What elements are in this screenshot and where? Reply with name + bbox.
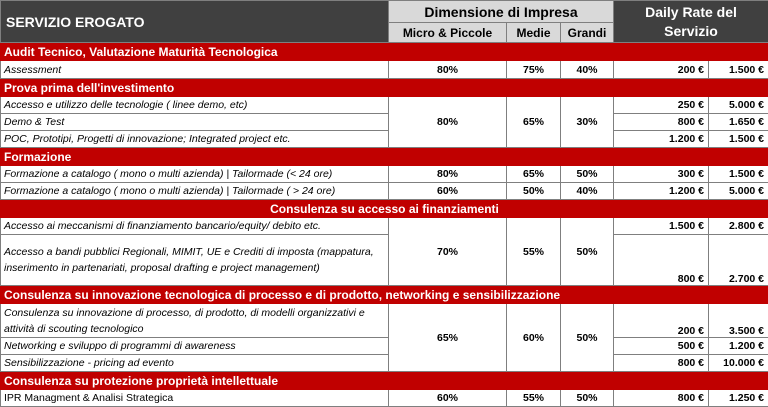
header-service-title: SERVIZIO EROGATO xyxy=(1,1,389,43)
row-poc-rate-min: 1.200 € xyxy=(614,131,709,148)
row-ipr-medie: 55% xyxy=(507,390,561,407)
row-ipr-micro: 60% xyxy=(389,390,507,407)
group-finanziamenti-medie: 55% xyxy=(507,218,561,286)
group-prova-grandi: 30% xyxy=(561,97,614,148)
section-prova: Prova prima dell'investimento xyxy=(1,79,768,97)
group-finanziamenti-grandi: 50% xyxy=(561,218,614,286)
row-accesso-tecnologie-rate-min: 250 € xyxy=(614,97,709,114)
row-sensibilizzazione-label: Sensibilizzazione - pricing ad evento xyxy=(1,355,389,372)
row-networking-rate-min: 500 € xyxy=(614,338,709,355)
row-assessment-rate-min: 200 € xyxy=(614,61,709,79)
row-ipr-rate-min: 800 € xyxy=(614,390,709,407)
group-prova-micro: 80% xyxy=(389,97,507,148)
row-poc-label: POC, Prototipi, Progetti di innovazione;… xyxy=(1,131,389,148)
row-formazione-long-grandi: 40% xyxy=(561,183,614,200)
row-consulenza-innovazione-label: Consulenza su innovazione di processo, d… xyxy=(1,304,389,338)
row-bandi-label: Accesso a bandi pubblici Regionali, MIMI… xyxy=(1,235,389,286)
section-audit: Audit Tecnico, Valutazione Maturità Tecn… xyxy=(1,43,768,61)
header-medie: Medie xyxy=(507,23,561,43)
row-poc-rate-max: 1.500 € xyxy=(709,131,768,148)
row-accesso-tecnologie-label: Accesso e utilizzo delle tecnologie ( li… xyxy=(1,97,389,114)
row-sensibilizzazione-rate-max: 10.000 € xyxy=(709,355,768,372)
row-meccanismi-rate-min: 1.500 € xyxy=(614,218,709,235)
row-assessment-rate-max: 1.500 € xyxy=(709,61,768,79)
section-ipr: Consulenza su protezione proprietà intel… xyxy=(1,372,768,390)
row-demo-test-label: Demo & Test xyxy=(1,114,389,131)
row-sensibilizzazione-rate-min: 800 € xyxy=(614,355,709,372)
row-ipr-grandi: 50% xyxy=(561,390,614,407)
section-innovazione: Consulenza su innovazione tecnologica di… xyxy=(1,286,768,304)
row-demo-test-rate-max: 1.650 € xyxy=(709,114,768,131)
row-formazione-long-label: Formazione a catalogo ( mono o multi azi… xyxy=(1,183,389,200)
section-finanziamenti: Consulenza su accesso ai finanziamenti xyxy=(1,200,768,218)
header-daily-rate: Daily Rate del Servizio xyxy=(614,1,768,43)
row-bandi-rate-min: 800 € xyxy=(614,235,709,286)
row-assessment-label: Assessment xyxy=(1,61,389,79)
row-formazione-short-label: Formazione a catalogo ( mono o multi azi… xyxy=(1,166,389,183)
row-accesso-tecnologie-rate-max: 5.000 € xyxy=(709,97,768,114)
row-assessment-micro: 80% xyxy=(389,61,507,79)
header-grandi: Grandi xyxy=(561,23,614,43)
section-formazione: Formazione xyxy=(1,148,768,166)
row-formazione-short-medie: 65% xyxy=(507,166,561,183)
row-formazione-long-rate-min: 1.200 € xyxy=(614,183,709,200)
row-consulenza-innovazione-rate-max: 3.500 € xyxy=(709,304,768,338)
row-formazione-long-micro: 60% xyxy=(389,183,507,200)
row-consulenza-innovazione-rate-min: 200 € xyxy=(614,304,709,338)
group-finanziamenti-micro: 70% xyxy=(389,218,507,286)
row-formazione-short-micro: 80% xyxy=(389,166,507,183)
header-micro: Micro & Piccole xyxy=(389,23,507,43)
row-ipr-label: IPR Managment & Analisi Strategica xyxy=(1,390,389,407)
group-innovazione-micro: 65% xyxy=(389,304,507,372)
row-meccanismi-label: Accesso ai meccanismi di finanziamento b… xyxy=(1,218,389,235)
row-formazione-long-rate-max: 5.000 € xyxy=(709,183,768,200)
row-meccanismi-rate-max: 2.800 € xyxy=(709,218,768,235)
row-formazione-long-medie: 50% xyxy=(507,183,561,200)
row-networking-label: Networking e sviluppo di programmi di aw… xyxy=(1,338,389,355)
row-formazione-short-grandi: 50% xyxy=(561,166,614,183)
row-bandi-rate-max: 2.700 € xyxy=(709,235,768,286)
row-formazione-short-rate-min: 300 € xyxy=(614,166,709,183)
row-demo-test-rate-min: 800 € xyxy=(614,114,709,131)
row-networking-rate-max: 1.200 € xyxy=(709,338,768,355)
group-innovazione-grandi: 50% xyxy=(561,304,614,372)
header-dimension: Dimensione di Impresa xyxy=(389,1,614,23)
row-assessment-medie: 75% xyxy=(507,61,561,79)
row-formazione-short-rate-max: 1.500 € xyxy=(709,166,768,183)
group-prova-medie: 65% xyxy=(507,97,561,148)
row-assessment-grandi: 40% xyxy=(561,61,614,79)
group-innovazione-medie: 60% xyxy=(507,304,561,372)
row-ipr-rate-max: 1.250 € xyxy=(709,390,768,407)
